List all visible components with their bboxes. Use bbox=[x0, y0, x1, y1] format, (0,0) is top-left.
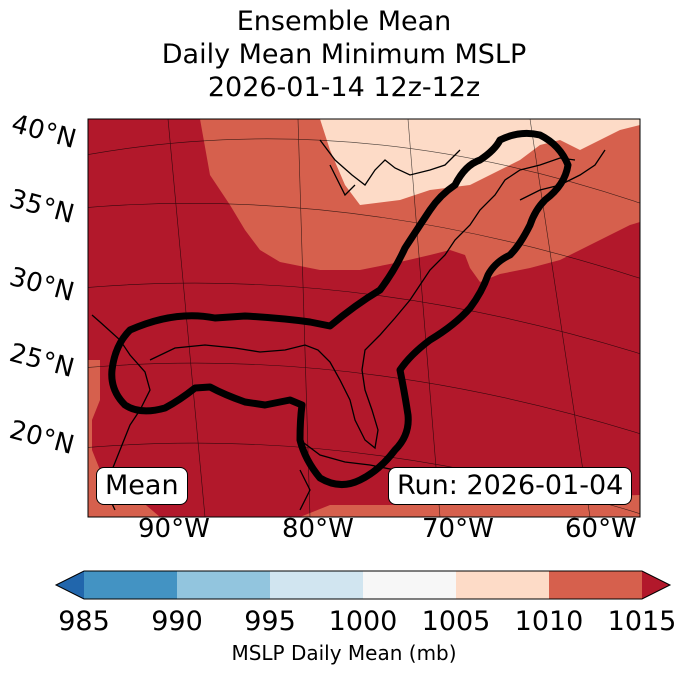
lon-label-90w: 90°W bbox=[138, 514, 210, 544]
chart-title-line1: Ensemble Mean bbox=[236, 6, 452, 37]
colorbar-extend-low bbox=[56, 571, 84, 599]
colorbar-bin-995 bbox=[270, 571, 363, 599]
chart-title-line2: Daily Mean Minimum MSLP bbox=[161, 39, 527, 70]
ensemble-contour bbox=[108, 129, 572, 488]
colorbar-tick-1015: 1015 bbox=[607, 606, 677, 637]
mean-annotation: Mean bbox=[96, 467, 188, 505]
colorbar-tick-1005: 1005 bbox=[421, 606, 491, 637]
colorbar-tick-990: 990 bbox=[151, 606, 203, 637]
colorbar-extend-high bbox=[642, 571, 670, 599]
colorbar-label: MSLP Daily Mean (mb) bbox=[231, 641, 457, 665]
colorbar-tick-1010: 1010 bbox=[514, 606, 584, 637]
colorbar-bin-990 bbox=[177, 571, 270, 599]
colorbar bbox=[54, 570, 672, 600]
chart-title-line3: 2026-01-14 12z-12z bbox=[207, 72, 481, 103]
lon-label-60w: 60°W bbox=[565, 514, 637, 544]
lon-label-80w: 80°W bbox=[282, 514, 354, 544]
lon-label-70w: 70°W bbox=[422, 514, 494, 544]
colorbar-tick-985: 985 bbox=[58, 606, 110, 637]
run-annotation: Run: 2026-01-04 bbox=[388, 467, 633, 505]
map-frame bbox=[87, 118, 641, 518]
colorbar-tick-1000: 1000 bbox=[328, 606, 398, 637]
colorbar-tick-995: 995 bbox=[244, 606, 296, 637]
colorbar-bin-1010 bbox=[549, 571, 642, 599]
colorbar-bin-1005 bbox=[456, 571, 549, 599]
colorbar-bin-985 bbox=[84, 571, 177, 599]
colorbar-bin-1000 bbox=[363, 571, 456, 599]
coastlines bbox=[91, 139, 606, 511]
pressure-field-1010-north bbox=[200, 119, 640, 282]
